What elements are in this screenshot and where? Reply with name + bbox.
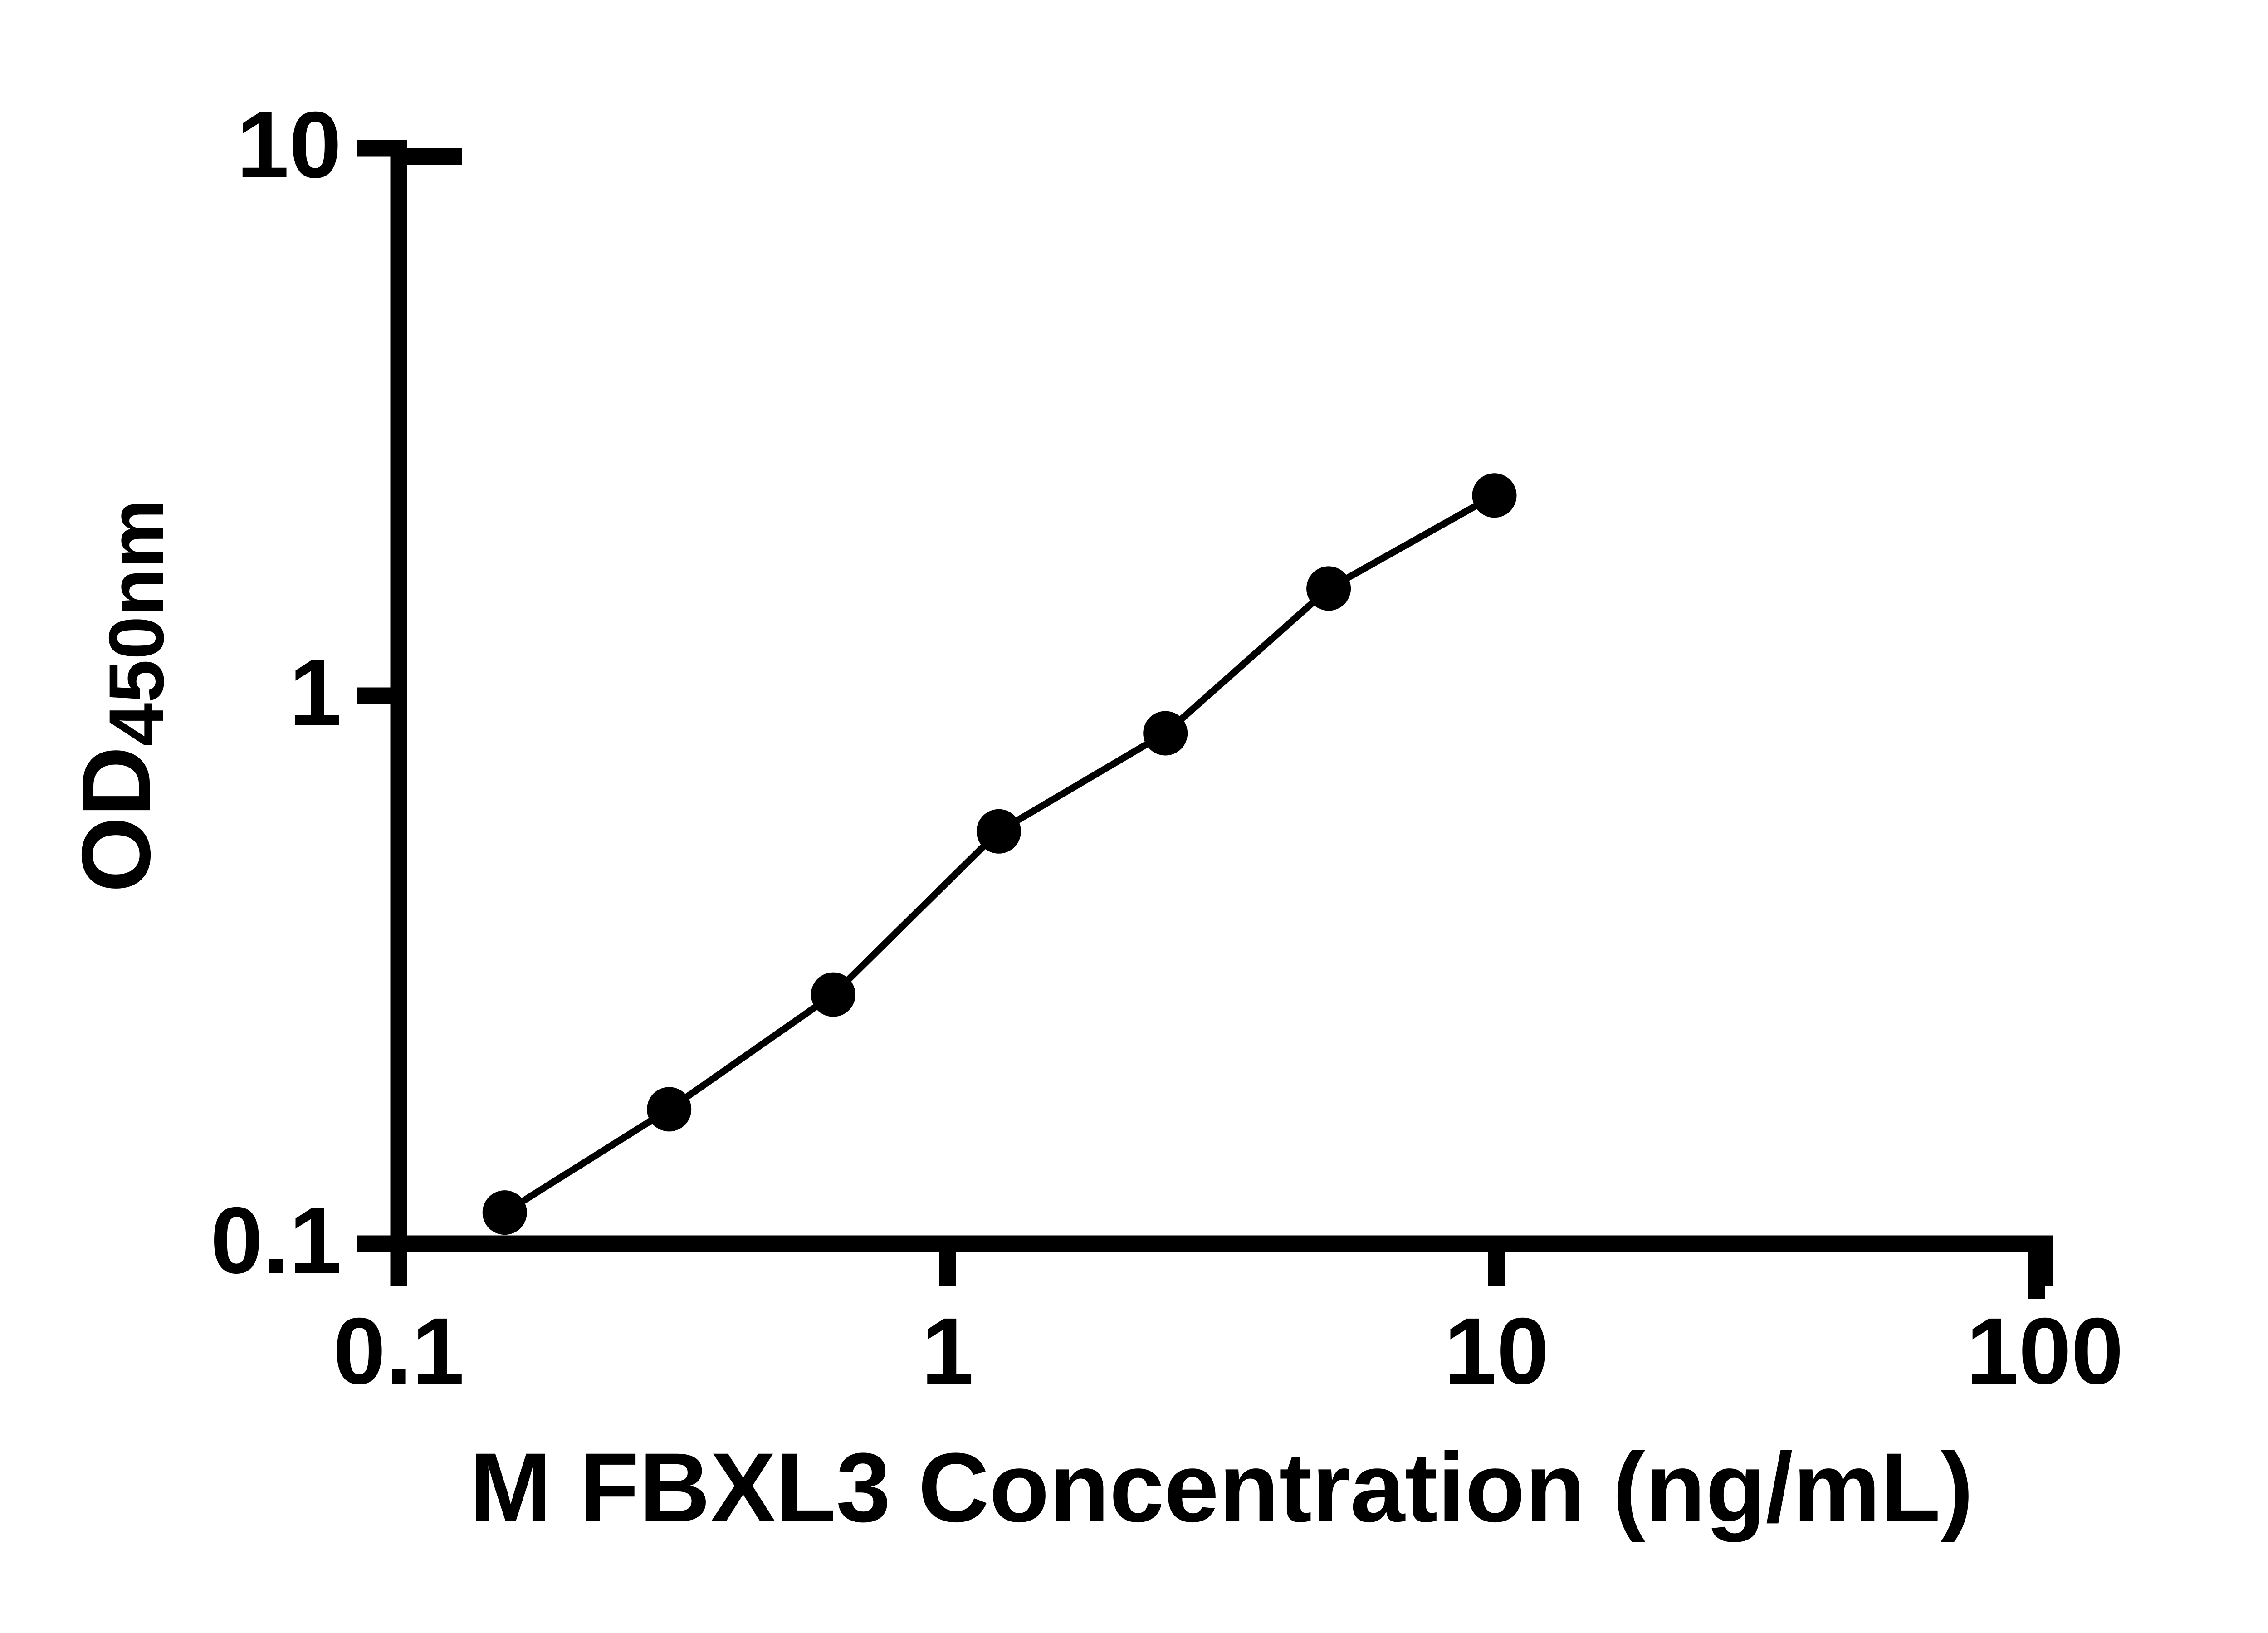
svg-text:10: 10 [1444, 1299, 1549, 1404]
svg-text:1: 1 [289, 640, 342, 745]
svg-text:0.1: 0.1 [210, 1188, 342, 1293]
svg-text:1: 1 [921, 1299, 974, 1404]
svg-text:0.1: 0.1 [333, 1299, 464, 1404]
svg-text:OD450nm: OD450nm [61, 499, 180, 892]
svg-text:100: 100 [1966, 1299, 2123, 1404]
svg-text:M FBXL3 Concentration (ng/mL): M FBXL3 Concentration (ng/mL) [469, 1433, 1973, 1542]
svg-text:10: 10 [237, 93, 342, 198]
